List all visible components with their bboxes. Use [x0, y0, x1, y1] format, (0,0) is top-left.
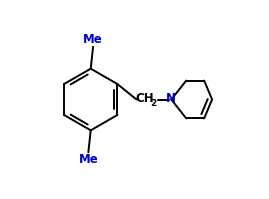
Text: N: N	[166, 92, 176, 105]
Text: Me: Me	[79, 153, 98, 166]
Text: Me: Me	[83, 33, 103, 46]
Text: 2: 2	[150, 99, 156, 108]
Text: CH: CH	[136, 92, 154, 105]
